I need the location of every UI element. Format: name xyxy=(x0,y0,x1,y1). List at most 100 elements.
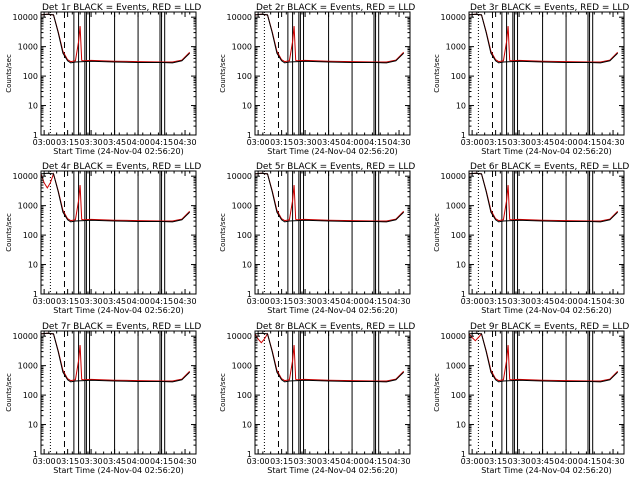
x-tick-label: 03:00 xyxy=(33,297,56,306)
x-tick-label: 04:15 xyxy=(578,138,601,147)
panel-title: Det 9r BLACK = Events, RED = LLD xyxy=(470,322,629,332)
x-axis-label: Start Time (24-Nov-04 02:56:20) xyxy=(53,466,183,475)
x-tick-label: 03:00 xyxy=(33,138,56,147)
x-tick-label: 04:00 xyxy=(127,138,150,147)
x-tick-label: 04:00 xyxy=(555,297,578,306)
y-tick-label: 10000 xyxy=(13,332,38,341)
lld-series-line xyxy=(41,332,191,382)
x-tick-label: 03:00 xyxy=(461,457,484,466)
x-tick-label: 04:30 xyxy=(602,138,625,147)
x-axis-label: Start Time (24-Nov-04 02:56:20) xyxy=(267,306,397,315)
y-tick-label: 1 xyxy=(461,450,466,459)
x-tick-label: 03:15 xyxy=(270,138,293,147)
panel-1: Det 1r BLACK = Events, RED = LLD 1 10 100 10… xyxy=(5,3,201,156)
panel-plot-area xyxy=(41,331,191,454)
events-series-line xyxy=(41,172,191,223)
y-tick-label: 1 xyxy=(247,290,252,299)
x-tick-label: 03:15 xyxy=(56,297,79,306)
x-tick-label: 04:00 xyxy=(555,457,578,466)
x-tick-label: 03:30 xyxy=(508,138,531,147)
x-tick-label: 03:45 xyxy=(103,138,126,147)
y-tick-label: 100 xyxy=(451,231,466,240)
x-tick-label: 03:15 xyxy=(484,297,507,306)
plot-frame xyxy=(40,11,197,136)
x-tick-label: 03:00 xyxy=(247,297,270,306)
y-tick-label: 1 xyxy=(461,131,466,140)
y-tick-label: 100 xyxy=(451,72,466,81)
y-axis-label: Counts/sec xyxy=(219,54,227,93)
y-tick-label: 10000 xyxy=(441,13,466,22)
x-tick-label: 04:30 xyxy=(174,297,197,306)
panel-plot-area xyxy=(469,171,619,294)
x-tick-label: 03:15 xyxy=(56,457,79,466)
y-tick-label: 10 xyxy=(242,421,252,430)
y-tick-label: 10 xyxy=(456,102,466,111)
panel-title: Det 5r BLACK = Events, RED = LLD xyxy=(256,162,415,172)
events-series-line xyxy=(255,172,405,223)
x-tick-label: 04:00 xyxy=(555,138,578,147)
events-series-line xyxy=(41,13,191,64)
x-tick-label: 03:30 xyxy=(80,457,103,466)
events-series-line xyxy=(41,332,191,383)
panel-6: Det 6r BLACK = Events, RED = LLD 1 10 100 10… xyxy=(433,162,629,315)
x-tick-label: 03:45 xyxy=(531,138,554,147)
y-tick-label: 1000 xyxy=(18,43,38,52)
lld-series-line xyxy=(41,13,191,63)
x-tick-label: 03:15 xyxy=(270,297,293,306)
x-axis-label: Start Time (24-Nov-04 02:56:20) xyxy=(481,306,611,315)
y-axis-label: Counts/sec xyxy=(5,213,13,252)
panel-8: Det 8r BLACK = Events, RED = LLD 1 10 100 10… xyxy=(219,322,415,475)
x-axis-label: Start Time (24-Nov-04 02:56:20) xyxy=(481,147,611,156)
y-axis-label: Counts/sec xyxy=(433,54,441,93)
x-tick-label: 04:15 xyxy=(364,138,387,147)
y-tick-label: 10 xyxy=(28,421,38,430)
lld-series-line xyxy=(469,13,619,63)
y-tick-label: 1 xyxy=(461,290,466,299)
panel-plot-area xyxy=(41,171,191,294)
panel-title: Det 7r BLACK = Events, RED = LLD xyxy=(42,322,201,332)
x-tick-label: 04:15 xyxy=(578,457,601,466)
x-tick-label: 03:45 xyxy=(531,297,554,306)
y-tick-label: 10 xyxy=(456,421,466,430)
plot-frame xyxy=(468,330,625,455)
y-tick-label: 10000 xyxy=(441,332,466,341)
x-tick-label: 03:45 xyxy=(103,297,126,306)
x-axis-label: Start Time (24-Nov-04 02:56:20) xyxy=(267,147,397,156)
x-axis-label: Start Time (24-Nov-04 02:56:20) xyxy=(53,306,183,315)
panel-7: Det 7r BLACK = Events, RED = LLD 1 10 100 10… xyxy=(5,322,201,475)
panel-title: Det 1r BLACK = Events, RED = LLD xyxy=(42,3,201,13)
plot-frame xyxy=(40,170,197,295)
plot-frame xyxy=(254,170,411,295)
x-tick-label: 03:30 xyxy=(294,138,317,147)
lld-series-line xyxy=(41,172,191,222)
y-tick-label: 10000 xyxy=(13,172,38,181)
x-tick-label: 04:00 xyxy=(341,138,364,147)
x-axis-label: Start Time (24-Nov-04 02:56:20) xyxy=(267,466,397,475)
x-tick-label: 03:15 xyxy=(56,138,79,147)
x-tick-label: 03:45 xyxy=(531,457,554,466)
y-tick-label: 1 xyxy=(33,131,38,140)
x-tick-label: 04:30 xyxy=(602,457,625,466)
x-axis-label: Start Time (24-Nov-04 02:56:20) xyxy=(481,466,611,475)
panel-3: Det 3r BLACK = Events, RED = LLD 1 10 100 10… xyxy=(433,3,629,156)
panel-title: Det 8r BLACK = Events, RED = LLD xyxy=(256,322,415,332)
panel-plot-area xyxy=(255,171,405,294)
plot-frame xyxy=(468,170,625,295)
lld-series-line xyxy=(469,172,619,222)
panel-plot-area xyxy=(255,331,405,454)
y-tick-label: 1 xyxy=(33,450,38,459)
x-tick-label: 04:15 xyxy=(150,297,173,306)
y-tick-label: 1000 xyxy=(232,202,252,211)
x-axis-label: Start Time (24-Nov-04 02:56:20) xyxy=(53,147,183,156)
y-tick-label: 10000 xyxy=(227,332,252,341)
y-tick-label: 100 xyxy=(237,72,252,81)
y-tick-label: 1000 xyxy=(18,362,38,371)
x-tick-label: 04:00 xyxy=(341,457,364,466)
panel-9: Det 9r BLACK = Events, RED = LLD 1 10 100 10… xyxy=(433,322,629,475)
panel-2: Det 2r BLACK = Events, RED = LLD 1 10 100 10… xyxy=(219,3,415,156)
panel-plot-area xyxy=(41,12,191,135)
y-tick-label: 1000 xyxy=(232,362,252,371)
x-tick-label: 04:15 xyxy=(364,297,387,306)
x-tick-label: 04:30 xyxy=(388,457,411,466)
panel-plot-area xyxy=(469,12,619,135)
